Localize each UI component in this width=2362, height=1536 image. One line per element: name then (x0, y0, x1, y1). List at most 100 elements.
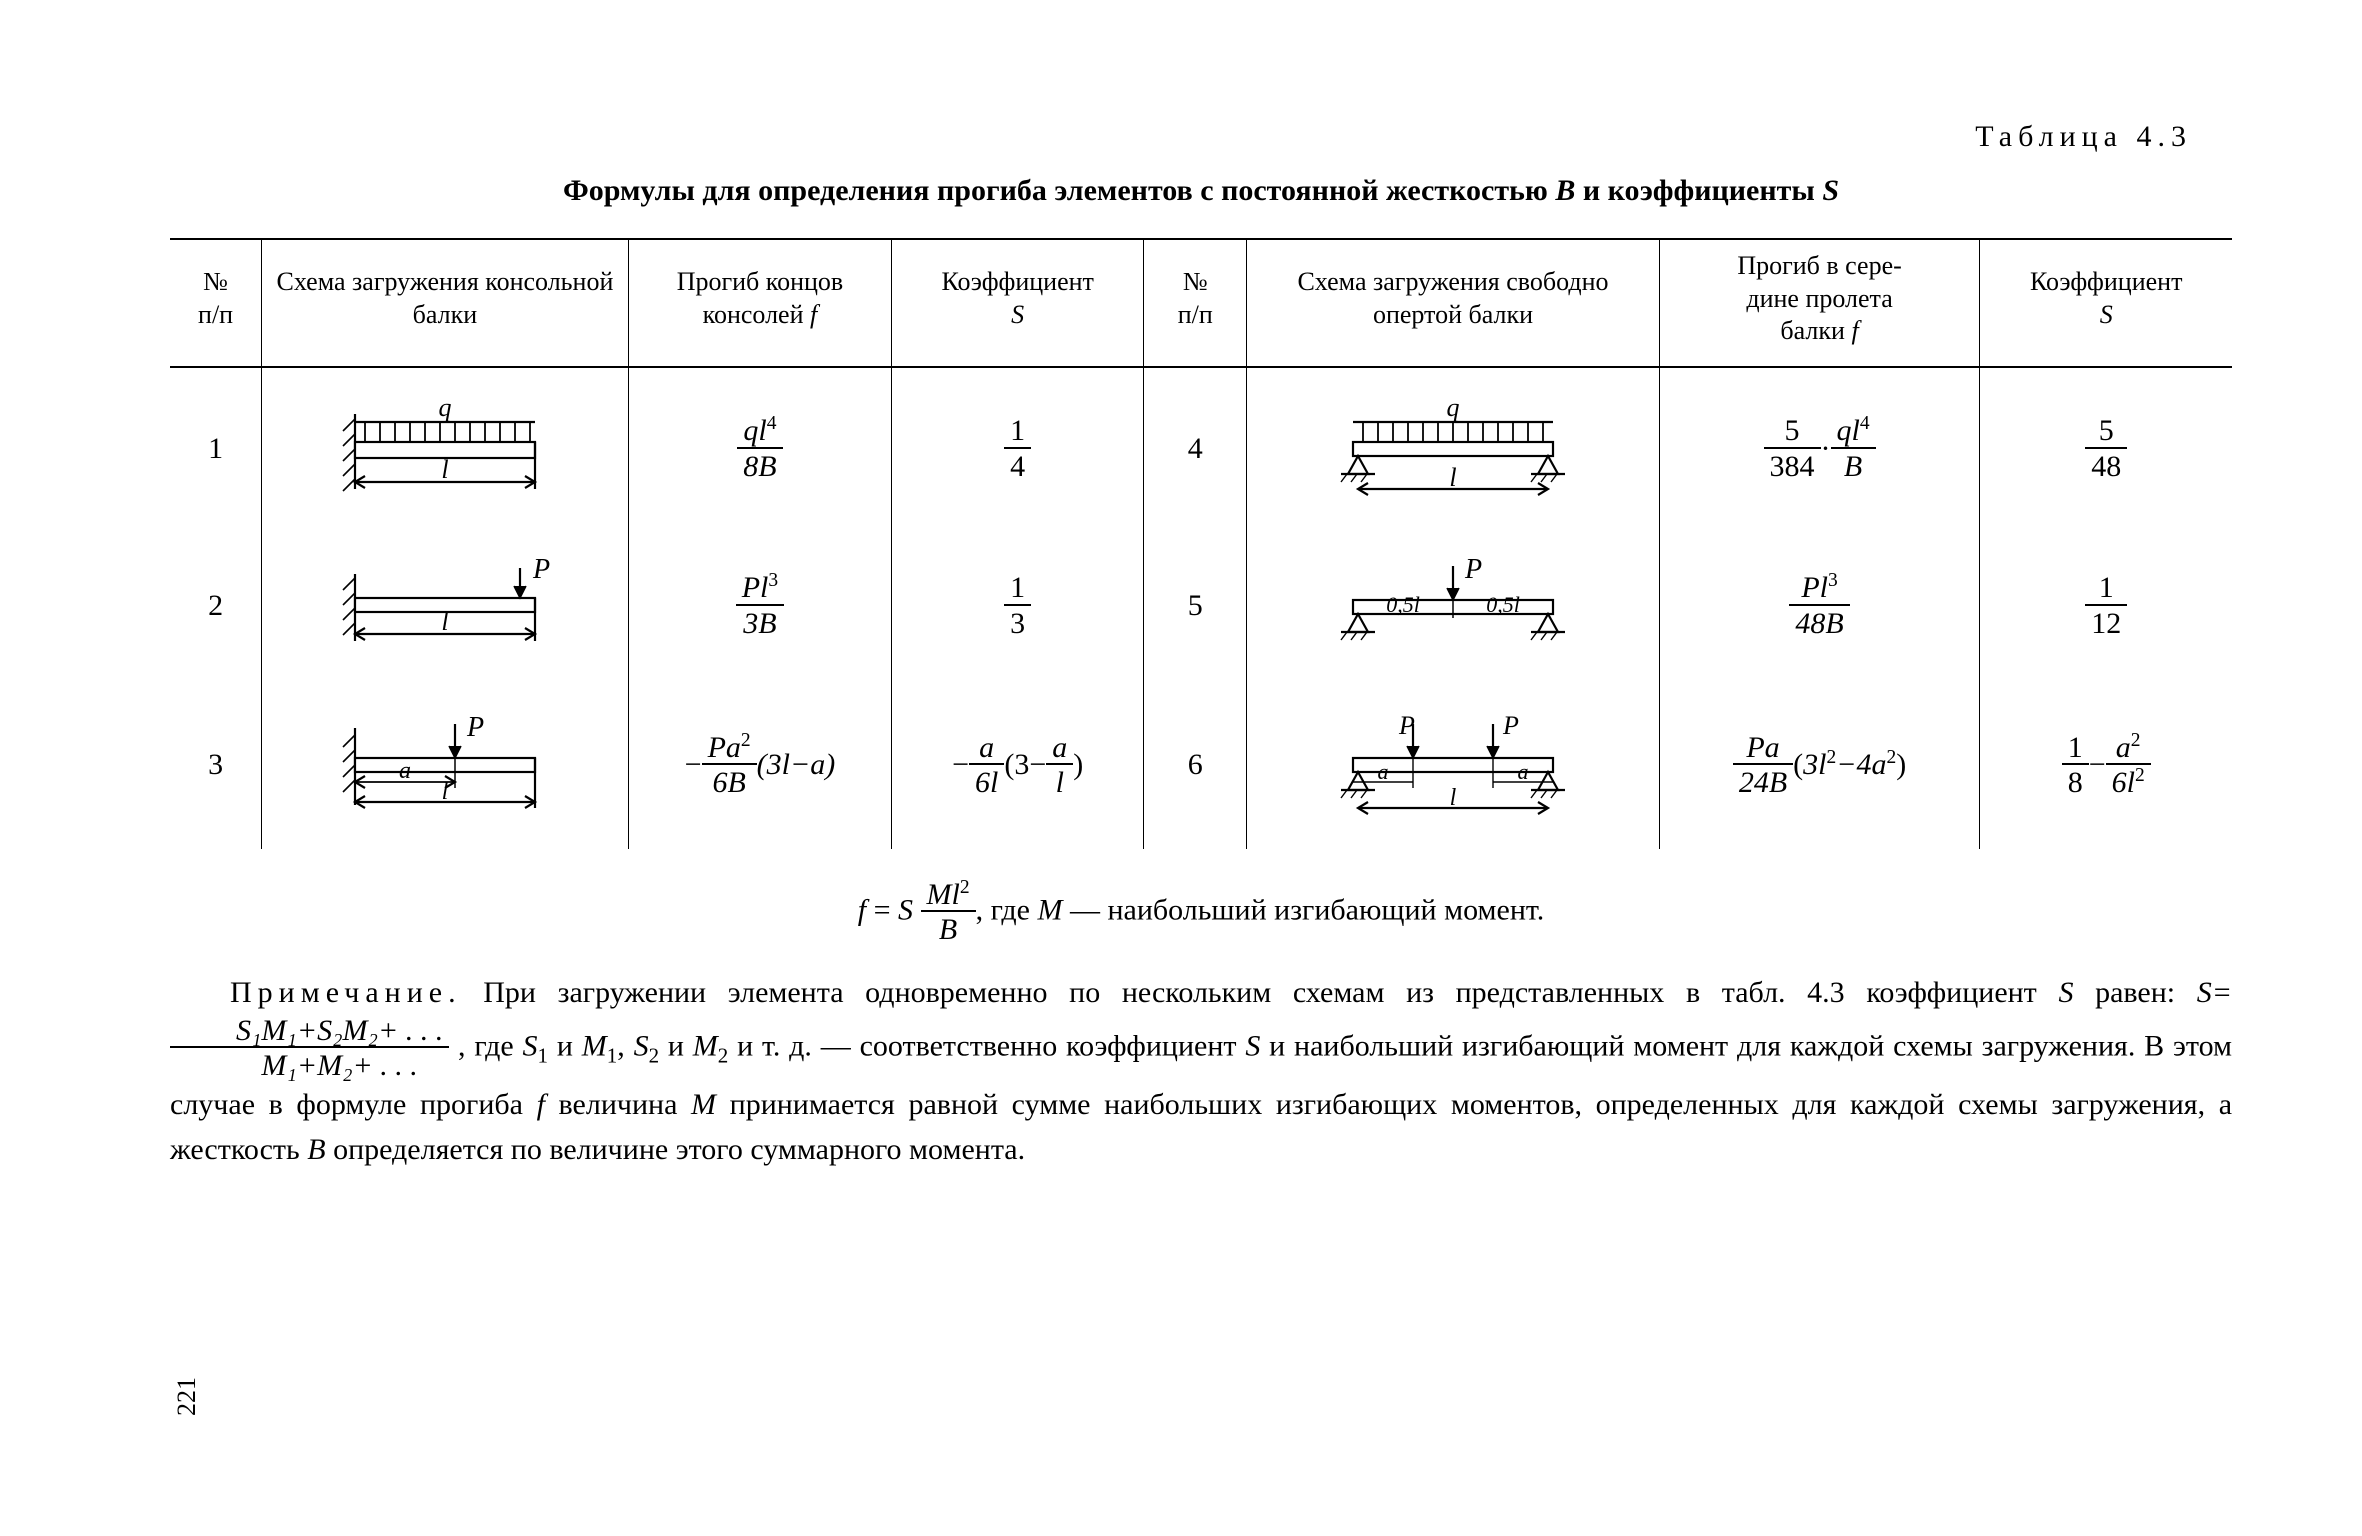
r3-s-cantilever: −a6l(3−al) (892, 682, 1144, 849)
r3c3m: − (685, 748, 702, 782)
page-number: 221 (172, 1377, 202, 1416)
row-2: 2 (170, 530, 2232, 682)
lbl-p3: P (466, 712, 484, 743)
header-row: № п/п Схема загружения консольной балки … (170, 239, 2232, 367)
r3c8an: 1 (2062, 732, 2089, 764)
bf-tail: , где (976, 893, 1038, 926)
note-t1: При загружении элемента одновременно по … (462, 976, 2059, 1009)
note-s: S (2058, 976, 2073, 1009)
r1c3s: 4 (767, 413, 777, 434)
r3c3n: Pa (708, 731, 741, 764)
note-p2a: S (1245, 1029, 1260, 1062)
caption: Формулы для определения прогиба элементо… (170, 174, 2232, 208)
r1c4n: 1 (1004, 415, 1031, 447)
note-mvar: M (691, 1088, 716, 1121)
r2c4n: 1 (1004, 572, 1031, 604)
r1c7bs: 4 (1860, 413, 1870, 434)
r1-n1: 1 (170, 367, 262, 530)
r2-n1: 2 (170, 530, 262, 682)
h-col6: Схема загружения свободно опертой балки (1247, 239, 1659, 367)
bf-eq: = (866, 893, 898, 926)
r1-s-cantilever: 14 (892, 367, 1144, 530)
bf-den: B (921, 910, 976, 946)
r2-s-cantilever: 13 (892, 530, 1144, 682)
note-label: Примечание. (230, 976, 462, 1009)
lbl-q: q (438, 394, 451, 422)
note-t2: равен: (2073, 976, 2196, 1009)
r2c3s: 3 (768, 570, 778, 591)
lbl-l3: l (441, 607, 448, 636)
r3c8bd: 6l (2112, 766, 2135, 799)
note-paragraph: Примечание. При загружении элемента одно… (170, 970, 2232, 1172)
r2c8d: 12 (2085, 604, 2127, 640)
r3-f-cantilever: −Pa26B(3l−a) (628, 682, 891, 849)
note-s2: S (634, 1029, 649, 1062)
r3c4d: 6l (969, 763, 1004, 799)
note-t3: , где (449, 1029, 522, 1062)
r1c7ad: 384 (1764, 447, 1821, 483)
note-s1: S (523, 1029, 538, 1062)
r3-n2: 6 (1144, 682, 1247, 849)
r3c7s1: 2 (1827, 747, 1837, 768)
note-num: S₁M₁+S₂M₂+ . . . (170, 1015, 449, 1047)
r2-f-cantilever: Pl33B (628, 530, 891, 682)
r1-n2: 4 (1144, 367, 1247, 530)
r2-diagram-simple: P 0,5l 0,5l (1247, 530, 1659, 682)
lbl-p: P (532, 556, 550, 585)
note-p2b: величина (545, 1088, 691, 1121)
r3c3p: (3l−a) (757, 748, 836, 782)
r3c4n: a (969, 732, 1004, 764)
lbl-half1: 0,5l (1386, 592, 1420, 617)
lbl-a3: a (1517, 759, 1528, 784)
note-t4: и т. д. — соответственно коэффициент (728, 1029, 1245, 1062)
note-and2: и (659, 1029, 693, 1062)
r3c4in: a (1046, 732, 1073, 764)
h4s: S (1011, 300, 1024, 329)
r3-diagram-cantilever: P a l (262, 682, 629, 849)
note-comma: , (617, 1029, 633, 1062)
r3-f-simple: Pa24B(3l2−4a2) (1659, 682, 1980, 849)
lbl-p2: P (1464, 556, 1482, 585)
r1c4d: 4 (1004, 447, 1031, 483)
lbl-q2: q (1446, 394, 1459, 422)
r2c7s: 3 (1828, 570, 1838, 591)
bf-m: M (1037, 893, 1062, 926)
r3c4m: − (952, 748, 969, 782)
r3c8bn: a (2116, 731, 2131, 764)
h7b: дине пролета (1746, 284, 1892, 313)
r1c3d: 8B (737, 447, 782, 483)
h4a: Коэффициент (941, 267, 1093, 296)
row-3: 3 (170, 682, 2232, 849)
note-bvar: B (307, 1133, 325, 1166)
lbl-a2: a (1377, 759, 1388, 784)
r1c7an: 5 (1764, 415, 1821, 447)
r2-n2: 5 (1144, 530, 1247, 682)
r3c4pc: ) (1073, 748, 1083, 782)
h8s: S (2100, 300, 2113, 329)
r2c3d: 3B (736, 604, 784, 640)
r3c8ad: 8 (2062, 763, 2089, 799)
r3c7d: 24B (1733, 763, 1793, 799)
row-1: 1 (170, 367, 2232, 530)
r1c7bd: B (1831, 447, 1876, 483)
caption-s: S (1822, 174, 1839, 207)
r2c7n: Pl (1801, 571, 1828, 604)
r3c4id: l (1046, 763, 1073, 799)
h-col8: Коэффициент S (1980, 239, 2232, 367)
r3c7mid: −4a (1836, 748, 1886, 781)
h-col5: № п/п (1144, 239, 1247, 367)
caption-b: B (1555, 174, 1575, 207)
r2c4d: 3 (1004, 604, 1031, 640)
r1-f-simple: 5384 · ql4B (1659, 367, 1980, 530)
h1-text: № п/п (198, 267, 233, 329)
r1-f-cantilever: ql48B (628, 367, 891, 530)
r3c3d: 6B (702, 763, 757, 799)
r1c8n: 5 (2085, 415, 2127, 447)
note-m1: M (582, 1029, 607, 1062)
r3c8bds: 2 (2135, 765, 2145, 786)
note-sub2: 2 (649, 1043, 660, 1067)
bf-tail2: — наибольший изгибающий момент. (1062, 893, 1544, 926)
r1-diagram-cantilever: q l (262, 367, 629, 530)
h7a: Прогиб в сере- (1737, 251, 1901, 280)
h8a: Коэффициент (2030, 267, 2182, 296)
